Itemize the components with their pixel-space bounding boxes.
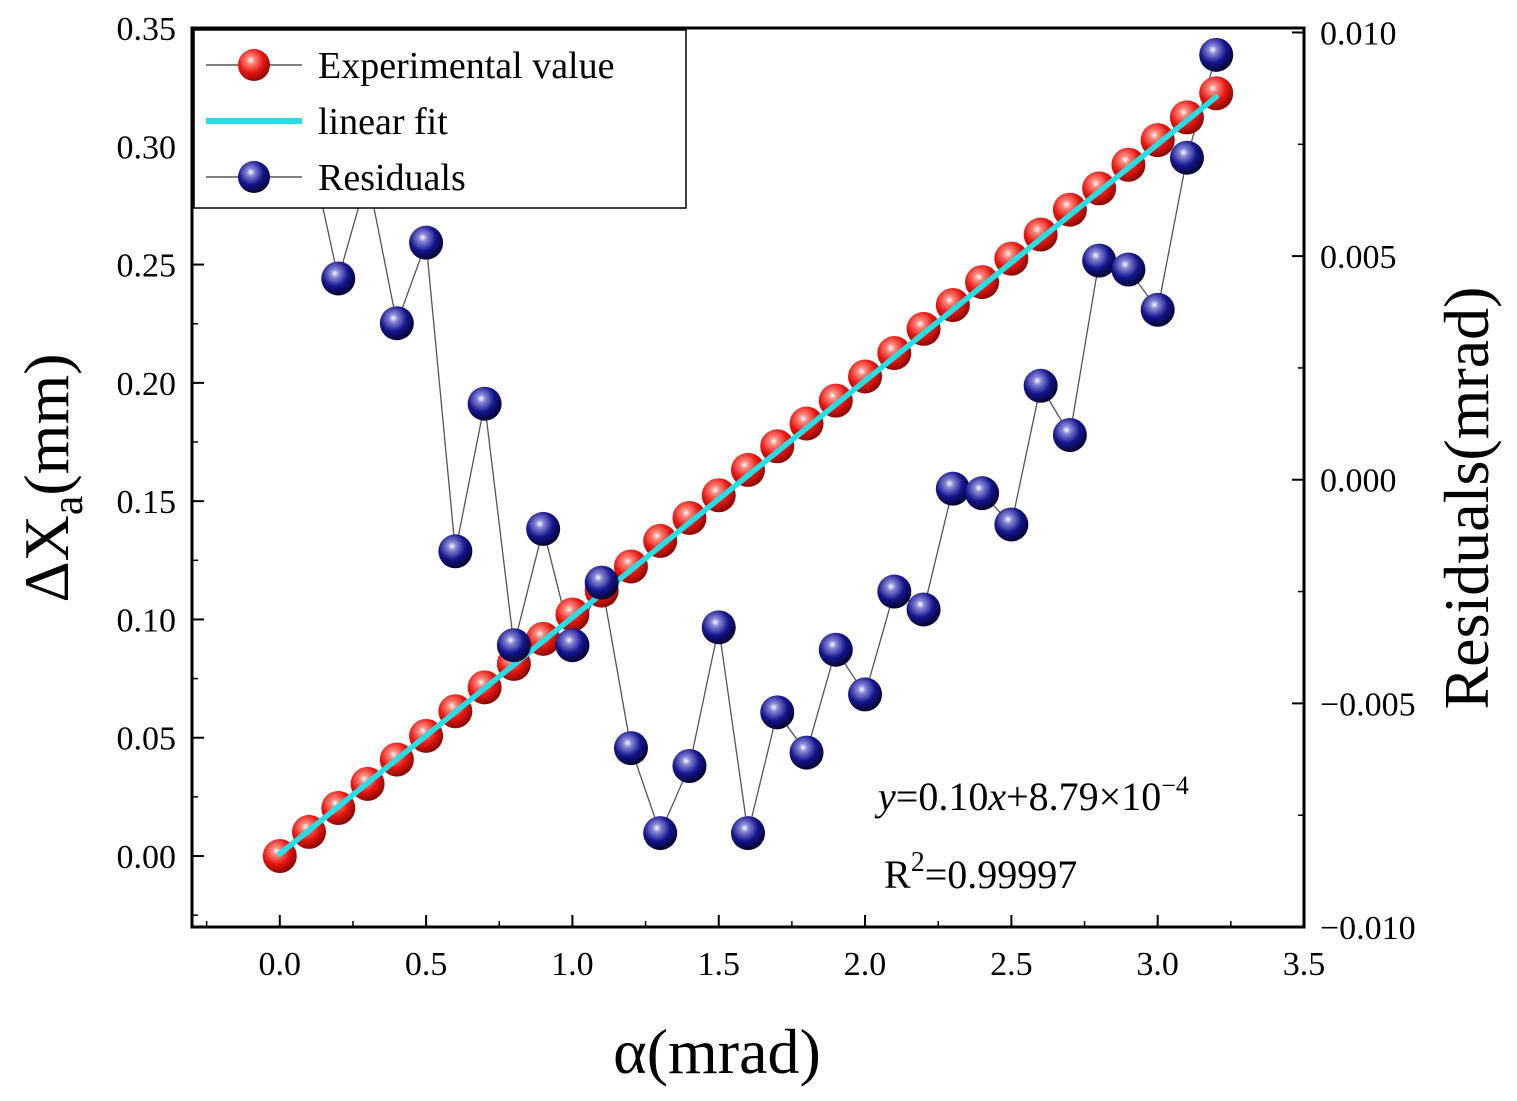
- legend-res-label: Residuals: [318, 157, 466, 199]
- residual-point: [701, 610, 736, 645]
- y-tick-label: 0.20: [117, 366, 177, 403]
- residual-point: [965, 476, 1000, 511]
- r-squared: R2=0.99997: [884, 847, 1077, 897]
- residual-point: [789, 735, 824, 770]
- residual-point: [848, 677, 883, 712]
- legend: Experimental value linear fit Residuals: [193, 29, 687, 209]
- y-tick-label: 0.10: [117, 602, 177, 639]
- legend-fit-label: linear fit: [318, 101, 448, 143]
- y-axis-title: ΔXa(mm): [11, 353, 92, 602]
- residual-point: [321, 261, 356, 296]
- experimental-point: [1052, 192, 1087, 227]
- legend-res-marker: [238, 161, 270, 193]
- x-tick-label: 0.0: [259, 946, 302, 983]
- y-right-tick-label: −0.010: [1320, 910, 1416, 947]
- plot-frame: [190, 26, 1306, 929]
- residual-point: [409, 225, 444, 260]
- residual-point: [672, 748, 707, 783]
- x-tick-label: 1.0: [551, 946, 594, 983]
- residual-point: [818, 632, 853, 667]
- y-tick-label: 0.35: [117, 11, 177, 48]
- y-right-tick-label: 0.010: [1320, 15, 1397, 52]
- residual-point: [379, 306, 414, 341]
- y-right-tick-label: −0.005: [1320, 686, 1416, 723]
- y-tick-label: 0.15: [117, 484, 177, 521]
- residual-point: [1111, 252, 1146, 287]
- y-tick-label: 0.05: [117, 721, 177, 758]
- x-tick-label: 3.5: [1283, 946, 1326, 983]
- experimental-point: [643, 523, 678, 558]
- residual-point: [555, 628, 590, 663]
- residual-point: [906, 592, 941, 627]
- x-tick-label: 3.0: [1136, 946, 1179, 983]
- y-right-axis-title: Residuals(mrad): [1431, 287, 1502, 710]
- y-right-tick-label: 0.000: [1320, 463, 1397, 500]
- residual-point: [1140, 292, 1175, 327]
- ticks-layer: 0.0 0.5 1.0 1.5 2.0 2.5 3.0 3.5 0.00 0.05 0.10 0.15…: [117, 11, 1416, 983]
- residual-point: [1199, 37, 1234, 72]
- residual-point: [731, 816, 765, 851]
- residual-point: [613, 731, 648, 766]
- residual-point: [935, 471, 970, 506]
- linear-fit-line: [277, 94, 1219, 857]
- y-tick-label: 0.00: [117, 839, 177, 876]
- residual-point: [643, 816, 678, 851]
- y-tick-label: 0.30: [117, 129, 177, 166]
- x-axis-title: α(mrad): [613, 1016, 821, 1087]
- x-tick-label: 1.5: [697, 946, 740, 983]
- fit-equation: y=0.10x+8.79×10−4: [874, 771, 1189, 819]
- residual-point: [1082, 243, 1117, 278]
- x-tick-label: 2.0: [844, 946, 887, 983]
- residual-point: [1052, 418, 1087, 453]
- linear-fit-layer: [277, 94, 1219, 857]
- residual-point: [877, 574, 912, 609]
- legend-exp-label: Experimental value: [318, 45, 615, 87]
- experimental-point: [731, 452, 765, 487]
- residual-point: [526, 511, 561, 546]
- residual-point: [438, 534, 473, 569]
- residual-point: [994, 507, 1029, 542]
- residual-point: [584, 565, 619, 600]
- experimental-point: [760, 429, 795, 464]
- x-tick-label: 0.5: [405, 946, 448, 983]
- y-right-tick-label: 0.005: [1320, 239, 1397, 276]
- legend-exp-marker: [238, 49, 270, 81]
- residual-point: [467, 386, 502, 421]
- x-tick-label: 2.5: [990, 946, 1033, 983]
- residual-point: [1169, 140, 1204, 175]
- residual-point: [1023, 368, 1058, 403]
- y-tick-label: 0.25: [117, 248, 177, 285]
- residual-point: [760, 695, 795, 730]
- residual-point: [496, 628, 531, 663]
